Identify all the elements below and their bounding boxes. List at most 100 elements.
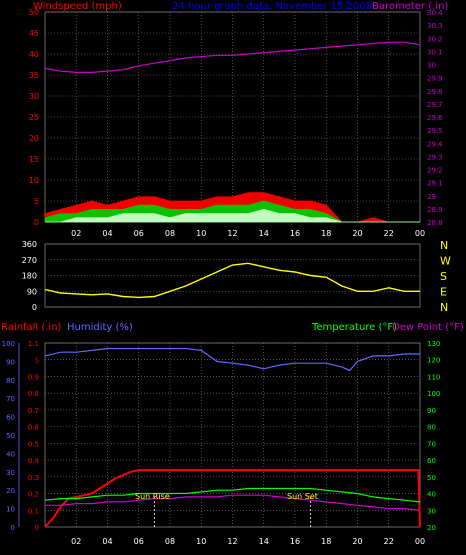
rain-tick-label: 0.1 <box>28 507 39 515</box>
direction-tick-label: 270 <box>22 256 37 265</box>
right-tick-label: 29.4 <box>427 140 443 148</box>
time-tick-label: 04 <box>102 537 112 546</box>
compass-letter: N <box>440 301 448 314</box>
rainfall-axis-title: Rainfall (.in) <box>1 322 62 333</box>
right-tick-label: 29.2 <box>427 167 443 175</box>
temp-tick-label: 70 <box>427 440 436 448</box>
humidity-tick-label: 50 <box>6 432 15 440</box>
time-tick-label: 08 <box>165 229 175 238</box>
left-tick-label: 45 <box>29 29 39 38</box>
wind-low-area <box>45 208 420 223</box>
humidity-tick-label: 60 <box>6 414 15 422</box>
time-tick-label: 18 <box>321 537 331 546</box>
humidity-tick-label: 30 <box>6 469 15 477</box>
temp-tick-label: 50 <box>427 474 436 482</box>
dewpoint-line <box>45 494 421 511</box>
time-tick-label: 12 <box>227 229 237 238</box>
time-tick-label: 10 <box>196 537 206 546</box>
rain-humidity-temp-panel: 0 0.1 0.2 0.3 0.4 0.5 0.6 0.7 0.8 0.9 1 1.1 0 10 20 30 4… <box>2 340 441 546</box>
temperature-line <box>44 487 421 503</box>
direction-tick-label: 180 <box>22 272 37 281</box>
right-tick-label: 29.5 <box>427 127 443 135</box>
temp-tick-label: 130 <box>427 340 440 348</box>
rain-tick-label: 0.9 <box>28 373 39 381</box>
temp-tick-label: 80 <box>427 424 436 432</box>
time-tick-label: 00 <box>415 229 425 238</box>
time-tick-label: 06 <box>134 229 144 238</box>
temp-tick-label: 100 <box>427 390 440 398</box>
right-tick-label: 29.7 <box>427 101 443 109</box>
humidity-tick-label: 70 <box>6 395 15 403</box>
right-tick-label: 29.3 <box>427 153 443 161</box>
right-tick-label: 30.1 <box>427 48 443 56</box>
right-tick-label: 30.3 <box>427 22 443 30</box>
rain-tick-label: 0.6 <box>28 424 40 432</box>
temp-tick-label: 40 <box>427 491 436 499</box>
right-tick-label: 30.4 <box>427 9 443 17</box>
humidity-line <box>44 347 420 372</box>
time-tick-label: 22 <box>384 229 394 238</box>
wind-direction-line <box>44 262 420 299</box>
rain-tick-label: 0.8 <box>28 390 39 398</box>
barometer-line <box>44 41 421 73</box>
rain-tick-label: 0.2 <box>28 491 39 499</box>
compass-letter: N <box>440 239 448 252</box>
time-tick-label: 14 <box>259 537 269 546</box>
time-tick-label: 16 <box>290 537 300 546</box>
chart-title: 24 hour graph data. November 15 2008 <box>172 1 372 12</box>
left-tick-label: 20 <box>29 134 39 143</box>
rain-tick-label: 0.4 <box>28 457 40 465</box>
time-tick-label: 02 <box>71 537 81 546</box>
humidity-tick-label: 80 <box>6 377 15 385</box>
time-tick-label: 20 <box>352 229 362 238</box>
time-tick-label: 20 <box>352 537 362 546</box>
temp-tick-label: 60 <box>427 457 436 465</box>
wind-barometer-panel: 0 5 10 15 20 25 30 35 40 45 50 28.8 28.9 29 29.1 29.2 29… <box>29 8 443 238</box>
plot-frame <box>44 243 421 308</box>
rain-tick-label: 1.1 <box>28 340 39 348</box>
right-tick-label: 29.6 <box>427 114 443 122</box>
time-tick-label: 22 <box>384 537 394 546</box>
rainfall-line <box>44 469 421 528</box>
right-tick-label: 30.2 <box>427 35 443 43</box>
humidity-tick-label: 100 <box>2 340 15 348</box>
compass-letter: W <box>440 255 451 268</box>
left-tick-label: 40 <box>29 50 39 59</box>
left-tick-label: 5 <box>34 197 39 206</box>
time-tick-label: 00 <box>415 537 425 546</box>
barometer-axis-title: Barometer (.in) <box>372 1 448 12</box>
left-tick-label: 10 <box>29 176 39 185</box>
right-tick-label: 30 <box>427 62 436 70</box>
right-tick-label: 28.9 <box>427 206 443 214</box>
time-tick-label: 04 <box>102 229 112 238</box>
temp-tick-label: 30 <box>427 507 436 515</box>
temperature-axis-title: Temperature (°F) <box>311 322 397 333</box>
right-tick-label: 29.9 <box>427 75 443 83</box>
right-tick-label: 29 <box>427 193 436 201</box>
rain-tick-label: 0.7 <box>28 407 39 415</box>
compass-letter: E <box>440 286 447 299</box>
right-tick-label: 29.1 <box>427 180 443 188</box>
rain-tick-label: 0 <box>35 524 39 532</box>
time-tick-label: 16 <box>290 229 300 238</box>
humidity-tick-label: 90 <box>6 358 15 366</box>
compass-letter: S <box>440 270 447 283</box>
time-tick-label: 08 <box>165 537 175 546</box>
time-tick-label: 02 <box>71 229 81 238</box>
right-tick-label: 28.8 <box>427 219 443 227</box>
left-tick-label: 35 <box>29 71 39 80</box>
rain-tick-label: 0.3 <box>28 474 39 482</box>
temp-tick-label: 120 <box>427 357 440 365</box>
dewpoint-axis-title: Dew Point (°F) <box>392 322 464 333</box>
left-tick-label: 30 <box>29 92 39 101</box>
temp-tick-label: 20 <box>427 524 436 532</box>
direction-tick-label: 0 <box>32 303 37 312</box>
windspeed-axis-title: Windspeed (mph) <box>33 1 122 12</box>
rain-tick-label: 0.5 <box>28 440 39 448</box>
temp-tick-label: 90 <box>427 407 436 415</box>
humidity-tick-label: 20 <box>6 487 15 495</box>
left-tick-label: 15 <box>29 155 39 164</box>
rain-tick-label: 1 <box>35 357 39 365</box>
